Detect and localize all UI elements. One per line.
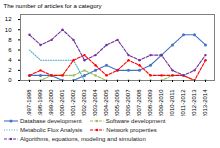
html-text:Network properties: Network properties — [106, 127, 157, 133]
svg-text:8: 8 — [8, 37, 12, 43]
svg-text:2: 2 — [8, 67, 12, 73]
svg-text:1999-2000: 1999-2000 — [48, 89, 54, 116]
svg-text:2011-2012: 2011-2012 — [180, 89, 186, 116]
svg-text:2002-2003: 2002-2003 — [81, 89, 87, 116]
svg-text:2009-2010: 2009-2010 — [158, 89, 164, 116]
svg-text:1997-1998: 1997-1998 — [26, 89, 32, 116]
html-text:Software development: Software development — [105, 118, 166, 124]
svg-text:2006-2007: 2006-2007 — [125, 89, 131, 116]
svg-text:10: 10 — [5, 27, 12, 33]
svg-text:2000-2001: 2000-2001 — [59, 89, 65, 116]
svg-text:2008-2009: 2008-2009 — [147, 89, 153, 116]
svg-text:2005-2006: 2005-2006 — [114, 89, 120, 116]
svg-text:2003-2004: 2003-2004 — [92, 89, 98, 116]
svg-text:4: 4 — [8, 57, 12, 63]
svg-text:The number of articles for a c: The number of articles for a category — [4, 3, 102, 9]
svg-text:2012-2013: 2012-2013 — [191, 89, 197, 116]
svg-text:2013-2014: 2013-2014 — [202, 89, 208, 116]
svg-text:1998-1999: 1998-1999 — [37, 89, 43, 116]
svg-text:2001-2002: 2001-2002 — [70, 89, 76, 116]
svg-text:6: 6 — [8, 47, 12, 53]
svg-text:2004-2005: 2004-2005 — [103, 89, 109, 116]
html-text:Metabolic Flux Analysis: Metabolic Flux Analysis — [20, 127, 83, 133]
html-text:Algorithms, equations, modelin: Algorithms, equations, modeling and simu… — [20, 136, 146, 142]
svg-text:2007-2008: 2007-2008 — [136, 89, 142, 116]
svg-text:2010-2011: 2010-2011 — [169, 89, 175, 116]
svg-text:0: 0 — [8, 77, 12, 83]
svg-text:12: 12 — [5, 16, 12, 22]
html-text:Database development: Database development — [20, 118, 82, 124]
